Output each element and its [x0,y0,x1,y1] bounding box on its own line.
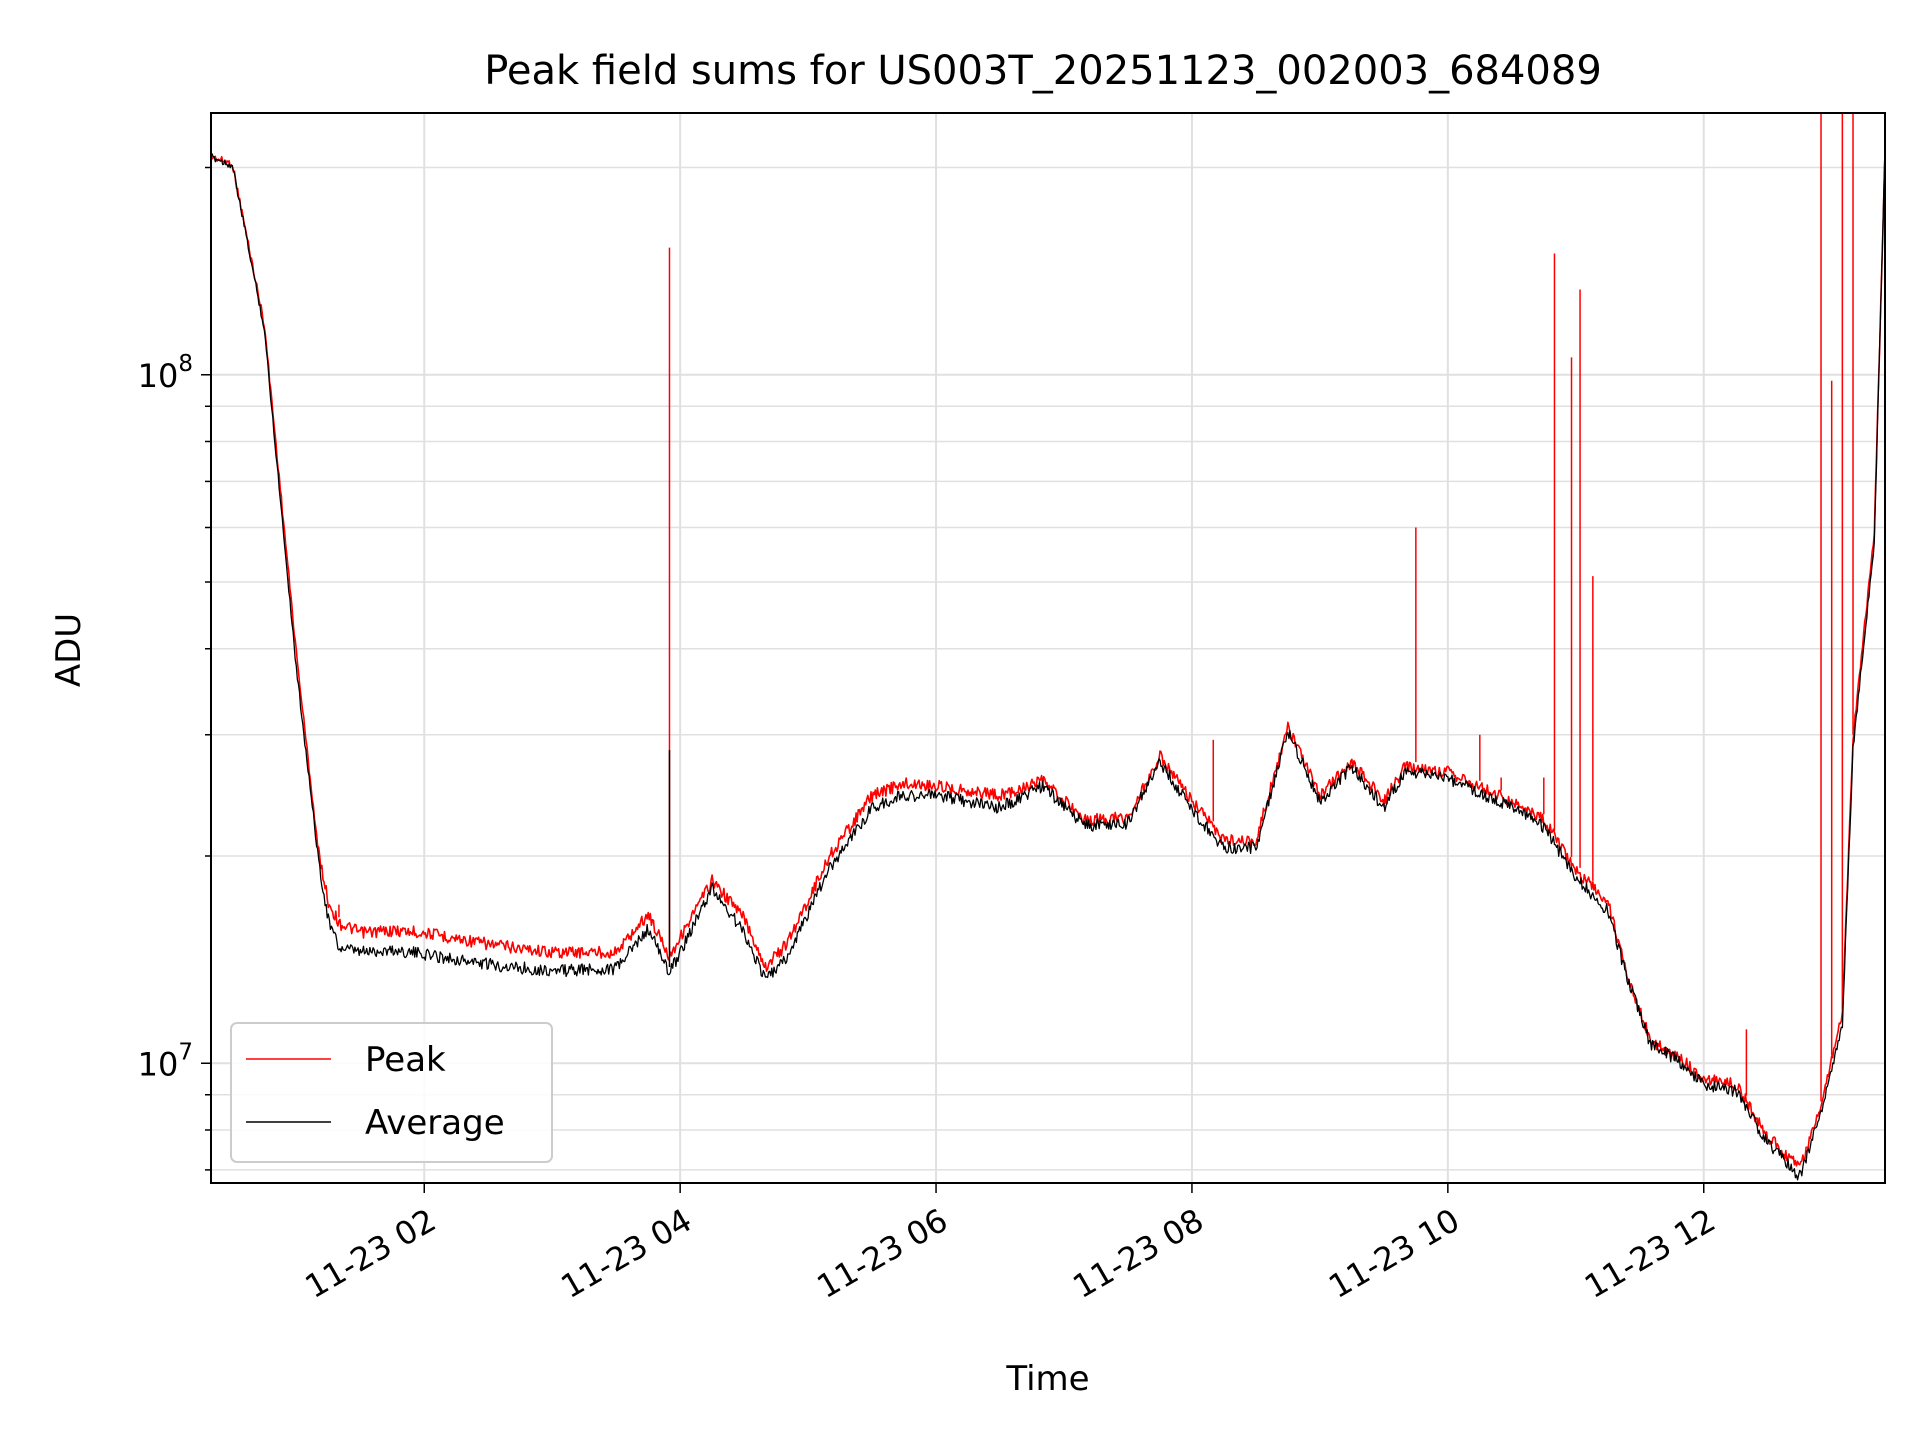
x-tick-label: 11-23 12 [1578,1201,1722,1306]
grid [211,113,1885,1183]
x-axis-label: Time [1005,1359,1089,1399]
x-tick-label: 11-23 02 [299,1201,443,1306]
x-tick-label: 11-23 04 [555,1201,699,1306]
y-axis-label: ADU [49,613,89,687]
legend-box [230,1022,553,1163]
x-tick-label: 11-23 08 [1066,1201,1210,1306]
series-line-peak [211,152,1885,1167]
legend-average-label: Average [365,1103,505,1143]
legend-peak-label: Peak [365,1040,446,1080]
series-layer [211,113,1885,1181]
series-line-average [211,145,1885,1181]
legend: Peak Average [230,1022,553,1163]
y-tick-label: 107 [138,1039,193,1083]
y-tick-label: 108 [138,351,193,395]
x-tick-label: 11-23 06 [810,1201,954,1306]
chart-title: Peak field sums for US003T_20251123_0020… [484,48,1602,94]
x-tick-label: 11-23 10 [1322,1201,1466,1306]
